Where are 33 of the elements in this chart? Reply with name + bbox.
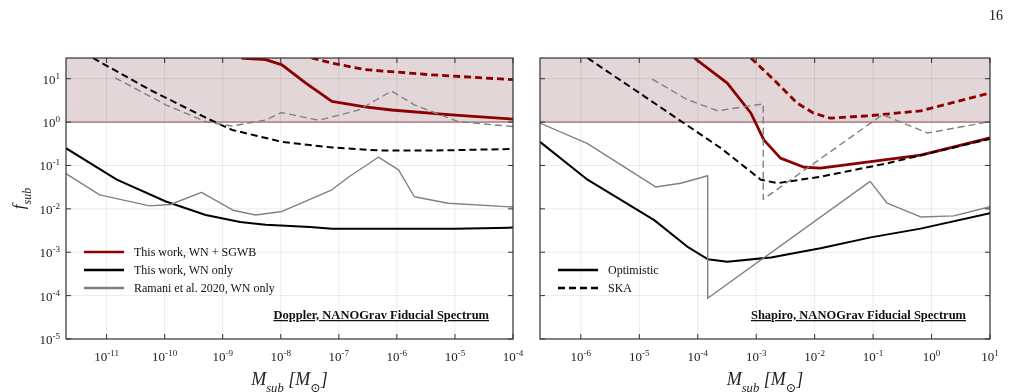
x-tick-label: 10$^{-8}$ <box>270 348 292 364</box>
y-tick-label: 10$^{-1}$ <box>39 157 60 174</box>
y-tick-label: 10$^{1}$ <box>42 70 60 87</box>
y-tick-label: 10$^{-3}$ <box>39 244 61 261</box>
y-tick-label: 10$^{0}$ <box>42 114 61 131</box>
x-tick-label: 10$^{-6}$ <box>386 348 408 364</box>
x-tick-label: 10$^{-5}$ <box>629 348 651 364</box>
legend-label: Ramani et al. 2020, WN only <box>134 281 275 295</box>
annotation: Shapiro, NANOGrav Fiducial Spectrum <box>750 308 967 322</box>
y-tick-label: 10$^{-5}$ <box>39 331 61 347</box>
x-tick-label: 10$^{0}$ <box>922 348 941 364</box>
x-axis-title: M$_{sub}$ [M$_{⊙}$] <box>250 369 328 392</box>
legend-label: This work, WN only <box>134 263 234 277</box>
x-tick-label: 10$^{-6}$ <box>570 348 592 364</box>
x-tick-label: 10$^{-2}$ <box>804 348 826 364</box>
x-tick-label: 10$^{-4}$ <box>687 348 709 364</box>
x-tick-label: 10$^{-1}$ <box>862 348 884 364</box>
x-tick-label: 10$^{-3}$ <box>745 348 767 364</box>
x-axis-title: M$_{sub}$ [M$_{⊙}$] <box>725 369 804 392</box>
x-tick-label: 10$^{-5}$ <box>444 348 466 364</box>
x-tick-label: 10$^{-4}$ <box>502 348 524 364</box>
x-tick-label: 10$^{-10}$ <box>152 348 178 364</box>
x-tick-label: 10$^{-11}$ <box>94 348 119 364</box>
x-tick-label: 10$^{-7}$ <box>328 348 350 364</box>
legend-label: SKA <box>608 281 633 295</box>
x-tick-label: 10$^{1}$ <box>981 348 999 364</box>
legend-label: This work, WN + SGWB <box>134 245 257 259</box>
legend-label: Optimistic <box>608 263 659 277</box>
y-tick-label: 10$^{-4}$ <box>39 287 61 304</box>
y-tick-label: 10$^{-2}$ <box>39 200 61 217</box>
text: 16 <box>989 8 1003 23</box>
annotation: Doppler, NANOGrav Fiducial Spectrum <box>273 308 490 322</box>
x-tick-label: 10$^{-9}$ <box>212 348 234 364</box>
